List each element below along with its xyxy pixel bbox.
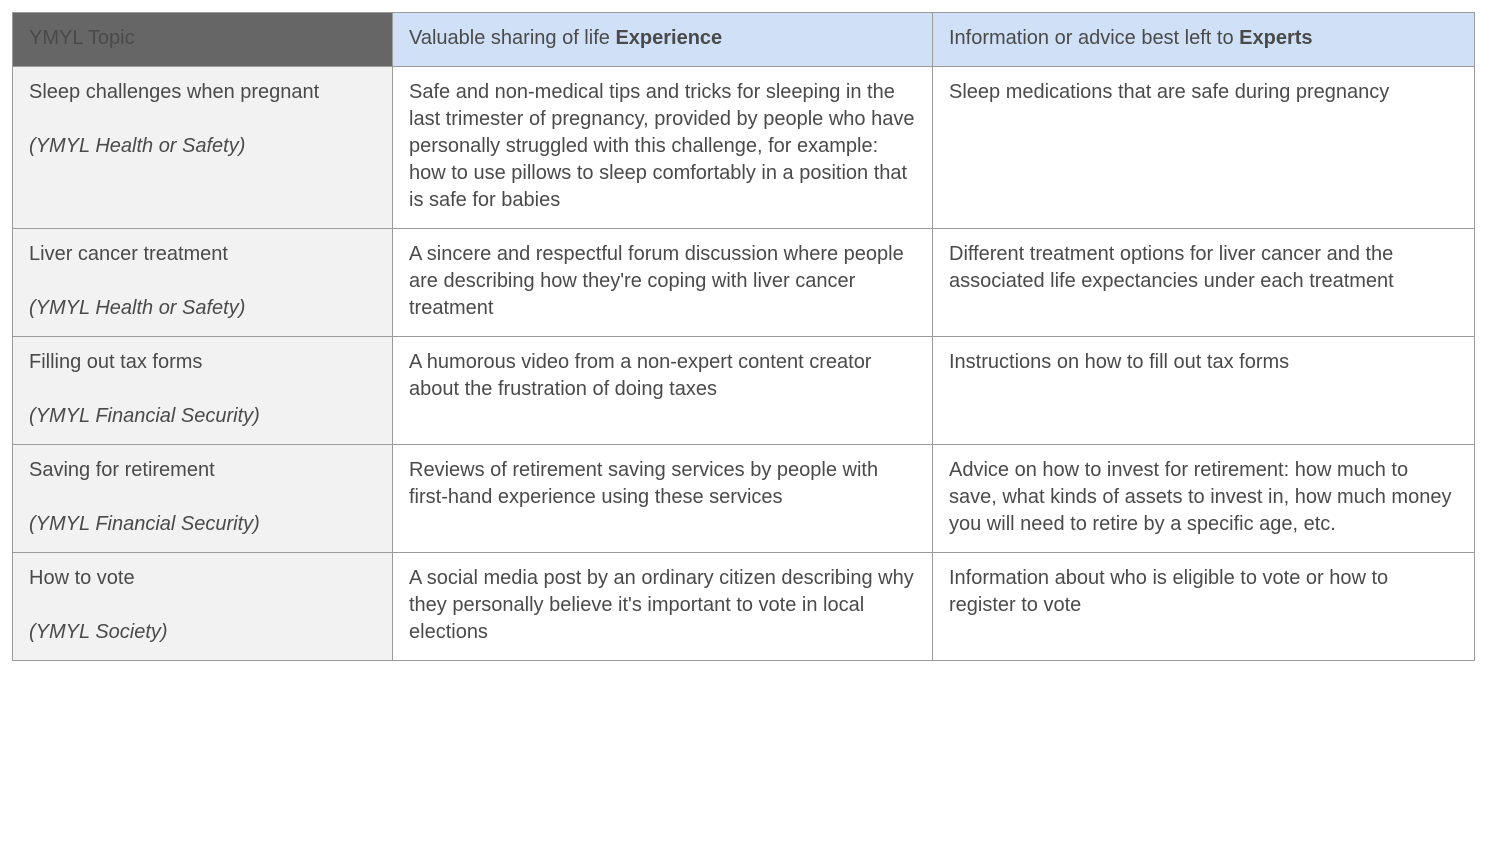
header-experience-prefix: Valuable sharing of life: [409, 27, 615, 49]
topic-category: (YMYL Financial Security): [29, 403, 376, 430]
cell-experts: Information about who is eligible to vot…: [933, 553, 1475, 661]
topic-category: (YMYL Society): [29, 619, 376, 646]
cell-topic: How to vote (YMYL Society): [13, 553, 393, 661]
topic-title: Sleep challenges when pregnant: [29, 79, 376, 106]
cell-experts: Advice on how to invest for retirement: …: [933, 445, 1475, 553]
topic-title: Filling out tax forms: [29, 349, 376, 376]
cell-experience: A social media post by an ordinary citiz…: [393, 553, 933, 661]
table-body: Sleep challenges when pregnant (YMYL Heal…: [13, 67, 1475, 661]
topic-category: (YMYL Health or Safety): [29, 295, 376, 322]
topic-title: Liver cancer treatment: [29, 241, 376, 268]
cell-experience: Safe and non-medical tips and tricks for…: [393, 67, 933, 229]
table-header-row: YMYL Topic Valuable sharing of life Expe…: [13, 13, 1475, 67]
table-row: Filling out tax forms (YMYL Financial Sec…: [13, 337, 1475, 445]
cell-topic: Liver cancer treatment (YMYL Health or Sa…: [13, 229, 393, 337]
topic-category: (YMYL Financial Security): [29, 511, 376, 538]
header-experts-bold: Experts: [1239, 27, 1312, 49]
header-experts: Information or advice best left to Exper…: [933, 13, 1475, 67]
topic-title: Saving for retirement: [29, 457, 376, 484]
cell-experience: A humorous video from a non-expert conte…: [393, 337, 933, 445]
table-row: How to vote (YMYL Society) A social media …: [13, 553, 1475, 661]
ymyl-table: YMYL Topic Valuable sharing of life Expe…: [12, 12, 1475, 661]
header-experts-prefix: Information or advice best left to: [949, 27, 1239, 49]
cell-experience: A sincere and respectful forum discussio…: [393, 229, 933, 337]
cell-topic: Sleep challenges when pregnant (YMYL Heal…: [13, 67, 393, 229]
table-row: Sleep challenges when pregnant (YMYL Heal…: [13, 67, 1475, 229]
cell-experience: Reviews of retirement saving services by…: [393, 445, 933, 553]
cell-experts: Sleep medications that are safe during p…: [933, 67, 1475, 229]
cell-experts: Different treatment options for liver ca…: [933, 229, 1475, 337]
cell-topic: Saving for retirement (YMYL Financial Sec…: [13, 445, 393, 553]
cell-topic: Filling out tax forms (YMYL Financial Sec…: [13, 337, 393, 445]
cell-experts: Instructions on how to fill out tax form…: [933, 337, 1475, 445]
topic-title: How to vote: [29, 565, 376, 592]
topic-category: (YMYL Health or Safety): [29, 133, 376, 160]
table-row: Liver cancer treatment (YMYL Health or Sa…: [13, 229, 1475, 337]
table-row: Saving for retirement (YMYL Financial Sec…: [13, 445, 1475, 553]
header-experience-bold: Experience: [615, 27, 722, 49]
header-topic: YMYL Topic: [13, 13, 393, 67]
header-experience: Valuable sharing of life Experience: [393, 13, 933, 67]
